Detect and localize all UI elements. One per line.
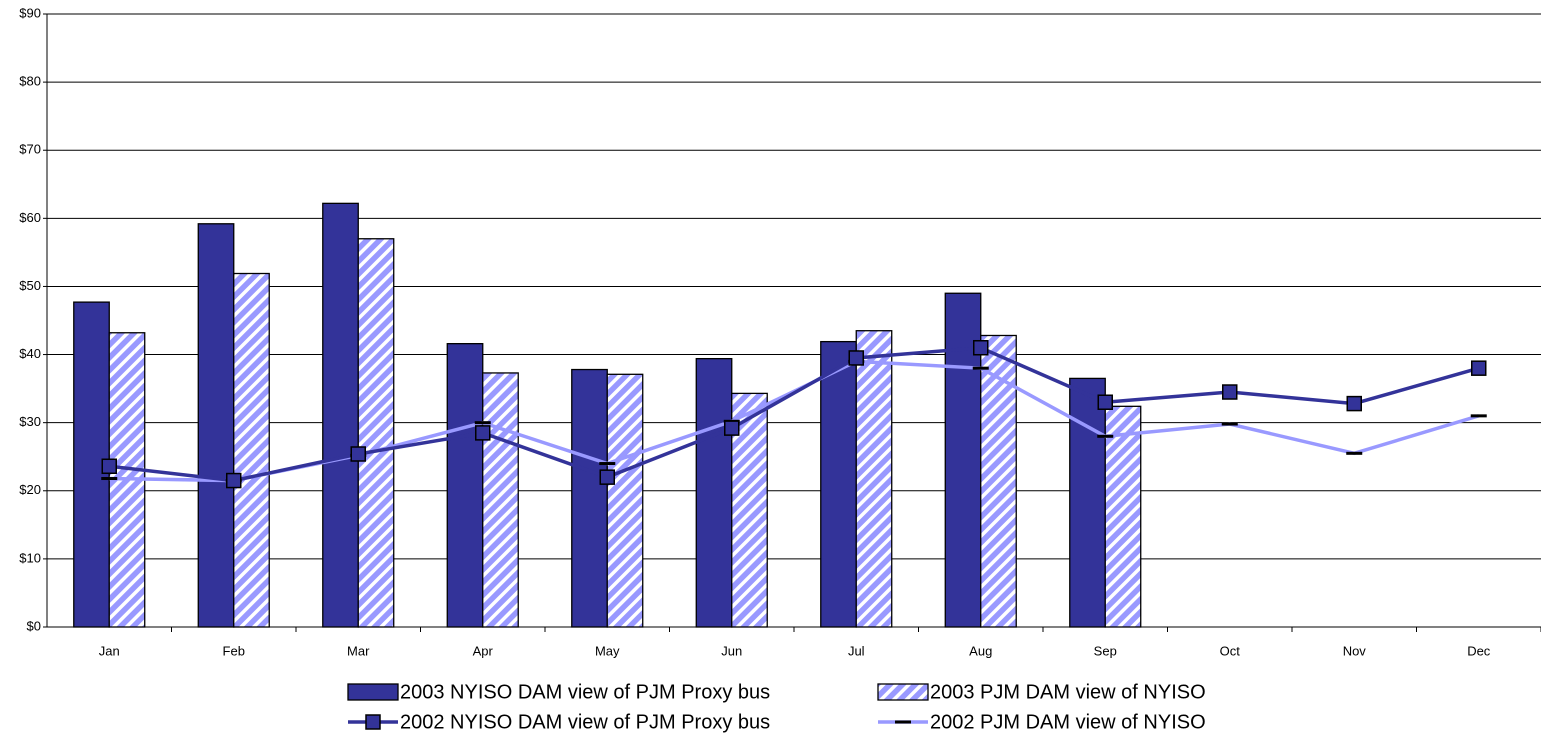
- bar: [233, 272, 270, 628]
- x-tick-label: Nov: [1343, 643, 1367, 658]
- line-marker: [848, 350, 864, 366]
- y-tick-label: $70: [19, 142, 41, 157]
- line-marker: [1346, 451, 1363, 455]
- bar: [820, 340, 857, 628]
- y-tick-label: $60: [19, 210, 41, 225]
- line: [109, 345, 1480, 483]
- line-marker: [1471, 360, 1487, 376]
- y-tick-label: $90: [19, 5, 41, 20]
- line-marker: [350, 446, 366, 462]
- line-marker: [1346, 395, 1362, 412]
- line-marker: [599, 462, 616, 466]
- line-marker: [1097, 434, 1114, 438]
- y-tick-label: $10: [19, 550, 41, 565]
- bar: [446, 343, 484, 628]
- bar: [322, 202, 359, 628]
- x-tick-label: Aug: [969, 643, 992, 658]
- line-marker: [724, 420, 740, 436]
- x-tick-label: Sep: [1094, 643, 1117, 658]
- x-tick-label: Mar: [347, 643, 370, 658]
- legend-swatch: [877, 683, 929, 701]
- bar: [606, 373, 644, 628]
- line-marker: [1470, 414, 1487, 418]
- line-marker: [1097, 394, 1113, 410]
- y-tick-label: $0: [27, 618, 41, 633]
- x-tick-label: Apr: [473, 643, 494, 658]
- legend-swatch: [347, 683, 399, 701]
- line-marker: [599, 469, 615, 485]
- legend-label: 2003 NYISO DAM view of PJM Proxy bus: [400, 681, 770, 703]
- line-marker: [474, 421, 491, 425]
- bar: [197, 223, 235, 628]
- bar: [482, 372, 519, 628]
- line-marker: [101, 477, 118, 481]
- line-marker: [972, 366, 989, 370]
- bar: [571, 368, 608, 628]
- legend-label: 2003 PJM DAM view of NYISO: [930, 681, 1206, 703]
- bar: [1104, 405, 1142, 628]
- bar: [1069, 377, 1106, 628]
- x-tick-label: May: [595, 643, 620, 658]
- line-marker: [475, 425, 491, 441]
- line-marker: [1222, 384, 1238, 400]
- x-tick-label: Jan: [99, 643, 120, 658]
- y-tick-label: $30: [19, 414, 41, 429]
- x-tick-label: Jun: [721, 643, 742, 658]
- x-tick-label: Dec: [1467, 643, 1491, 658]
- y-tick-label: $40: [19, 346, 41, 361]
- x-tick-label: Jul: [848, 643, 865, 658]
- line-marker: [1221, 422, 1238, 426]
- line-marker: [226, 472, 242, 489]
- line-marker: [973, 339, 989, 356]
- legend-marker: [365, 714, 381, 730]
- legend-label: 2002 NYISO DAM view of PJM Proxy bus: [400, 711, 770, 733]
- y-tick-label: $50: [19, 278, 41, 293]
- legend-marker: [895, 720, 911, 724]
- bar: [357, 238, 395, 628]
- x-tick-label: Feb: [223, 643, 245, 658]
- y-tick-label: $80: [19, 74, 41, 89]
- bar: [695, 357, 733, 628]
- bar: [855, 330, 893, 628]
- y-tick-label: $20: [19, 482, 41, 497]
- line-marker: [101, 458, 117, 475]
- x-tick-label: Oct: [1220, 643, 1241, 658]
- legend-label: 2002 PJM DAM view of NYISO: [930, 711, 1206, 733]
